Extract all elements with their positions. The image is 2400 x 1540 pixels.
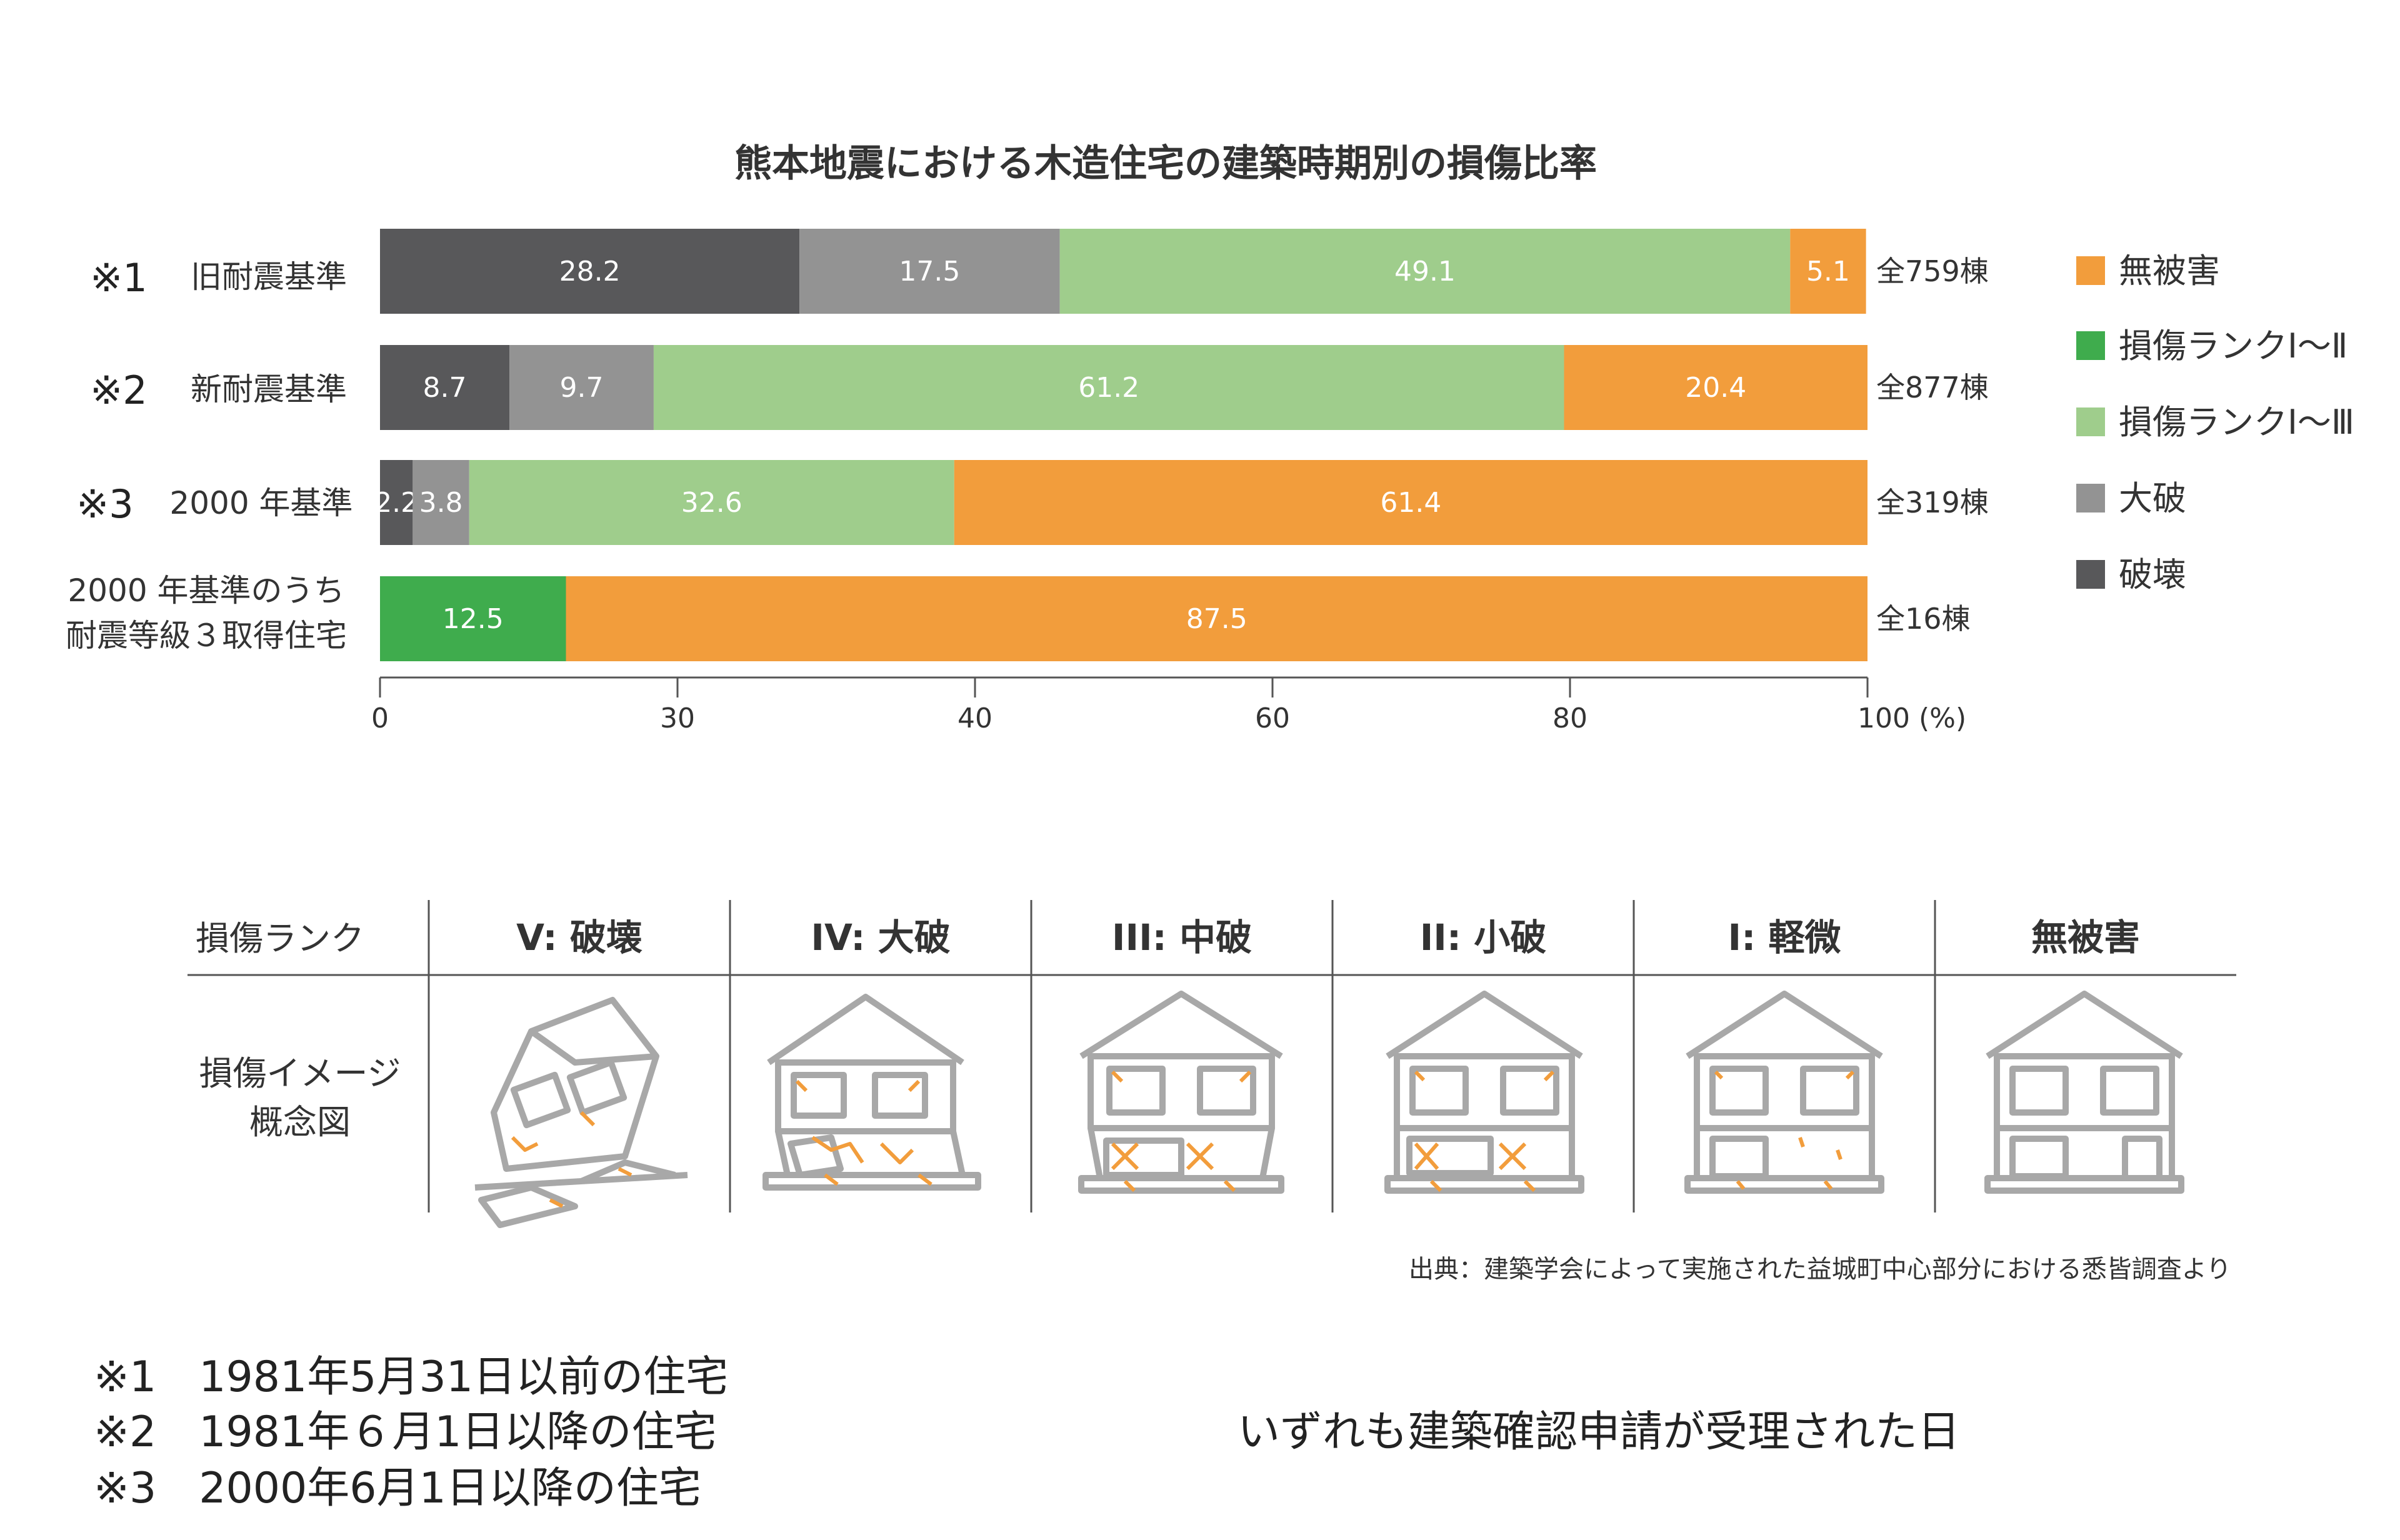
category-note-2: ※2 <box>90 368 147 413</box>
house-heavy-damage-icon <box>762 994 981 1191</box>
legend-swatch-rank-1-3 <box>2076 408 2105 436</box>
bar-segment <box>954 460 1868 545</box>
row-label-line1: 損傷イメージ <box>199 1054 401 1093</box>
bar-segment <box>509 345 654 430</box>
bar-segment <box>380 345 510 430</box>
category-note-3: ※3 <box>76 481 133 527</box>
x-tick-label: 80 <box>1552 702 1588 734</box>
footnote-right: いずれも建築確認申請が受理された日 <box>1238 1408 1960 1457</box>
bar-group: 28.2 17.5 49.1 5.1 8.7 9.7 61.2 20.4 2.2 3.8 32.6 6… <box>374 229 1868 661</box>
rank-header-2: II: 小破 <box>1420 916 1547 959</box>
table-column-dividers <box>428 900 1936 1212</box>
legend-swatch-heavy <box>2076 484 2105 512</box>
legend-label-collapse: 破壊 <box>2119 555 2186 594</box>
x-tick-label: 0 <box>371 702 389 734</box>
category-label-2: 新耐震基準 <box>191 371 347 408</box>
bar-segment <box>799 229 1060 314</box>
rank-header-none: 無被害 <box>2031 916 2140 959</box>
x-tick-label: 30 <box>660 702 695 734</box>
category-label-1: 旧耐震基準 <box>191 259 347 295</box>
legend-label-no-damage: 無被害 <box>2119 251 2220 291</box>
bar-value-label: 61.2 <box>1078 372 1139 404</box>
footnote-3: ※3 2000年6月1日以降の住宅 <box>94 1464 701 1513</box>
x-axis-ticks: 0 30 40 60 80 100 (%) <box>371 678 1966 734</box>
bar-value-label: 28.2 <box>559 256 621 288</box>
category-label-3: 2000 年基準 <box>169 485 352 521</box>
category-note-1: ※1 <box>90 255 147 301</box>
bar-segment <box>412 460 469 545</box>
bar-segment <box>1564 345 1868 430</box>
bar-value-label: 3.8 <box>419 487 463 519</box>
bar-value-label: 12.5 <box>442 603 504 635</box>
legend-label-rank-1-3: 損傷ランクⅠ〜Ⅲ <box>2119 402 2354 442</box>
legend-swatch-collapse <box>2076 560 2105 589</box>
total-label-2: 全877棟 <box>1876 371 1989 404</box>
house-no-damage-icon <box>1984 991 2184 1194</box>
legend-label-rank-1-2: 損傷ランクⅠ〜Ⅱ <box>2119 326 2348 366</box>
x-tick-label: 40 <box>958 702 992 734</box>
total-label-1: 全759棟 <box>1876 254 1989 288</box>
bar-segment <box>566 576 1868 661</box>
bar-segment <box>469 460 954 545</box>
house-collapsed-icon <box>474 997 688 1228</box>
bar-value-label: 32.6 <box>681 487 742 519</box>
footnote-2: ※2 1981年６月1日以降の住宅 <box>94 1408 717 1457</box>
rank-header-4: IV: 大破 <box>811 916 950 959</box>
house-moderate-damage-icon <box>1078 991 1284 1194</box>
rank-header-3: III: 中破 <box>1112 916 1252 959</box>
bar-segment <box>653 345 1564 430</box>
bar-value-label: 2.2 <box>374 487 418 519</box>
table-header-label: 損傷ランク <box>196 919 364 958</box>
x-tick-label: 60 <box>1255 702 1290 734</box>
house-minor-damage-icon <box>1384 991 1584 1194</box>
house-slight-damage-icon <box>1684 991 1884 1194</box>
x-tick-label: 100 (%) <box>1858 702 1966 734</box>
footnote-1: ※1 1981年5月31日以前の住宅 <box>94 1352 728 1402</box>
bar-segment <box>380 576 566 661</box>
legend: 無被害 損傷ランクⅠ〜Ⅱ 損傷ランクⅠ〜Ⅲ 大破 破壊 <box>2076 251 2354 594</box>
bar-value-label: 8.7 <box>423 372 467 404</box>
total-label-3: 全319棟 <box>1876 486 1989 519</box>
bar-value-label: 9.7 <box>559 372 603 404</box>
bar-segment <box>380 460 413 545</box>
bar-segment <box>380 229 800 314</box>
total-label-4: 全16棟 <box>1876 602 1971 636</box>
rank-table: 損傷ランク V: 破壊 IV: 大破 III: 中破 II: 小破 I: 軽微 … <box>188 900 2236 1228</box>
bar-value-label: 87.5 <box>1186 603 1248 635</box>
bar-value-label: 61.4 <box>1380 487 1441 519</box>
row-label-line2: 概念図 <box>249 1102 351 1142</box>
rank-header-1: I: 軽微 <box>1728 916 1841 959</box>
category-label-4-line2: 耐震等級３取得住宅 <box>66 618 347 654</box>
bar-value-label: 17.5 <box>899 256 960 288</box>
rank-header-5: V: 破壊 <box>516 916 642 959</box>
bar-value-label: 5.1 <box>1806 256 1850 288</box>
chart-title: 熊本地震における木造住宅の建築時期別の損傷比率 <box>734 142 1597 186</box>
bar-value-label: 20.4 <box>1685 372 1746 404</box>
bar-value-label: 49.1 <box>1394 256 1456 288</box>
legend-swatch-no-damage <box>2076 256 2105 285</box>
legend-swatch-rank-1-2 <box>2076 331 2105 360</box>
source-note: 出典：建築学会によって実施された益城町中心部分における悉皆調査より <box>1409 1255 2231 1284</box>
legend-label-heavy: 大破 <box>2119 479 2186 518</box>
bar-segment <box>1059 229 1791 314</box>
bar-segment <box>1790 229 1866 314</box>
category-label-4-line1: 2000 年基準のうち <box>68 572 344 609</box>
